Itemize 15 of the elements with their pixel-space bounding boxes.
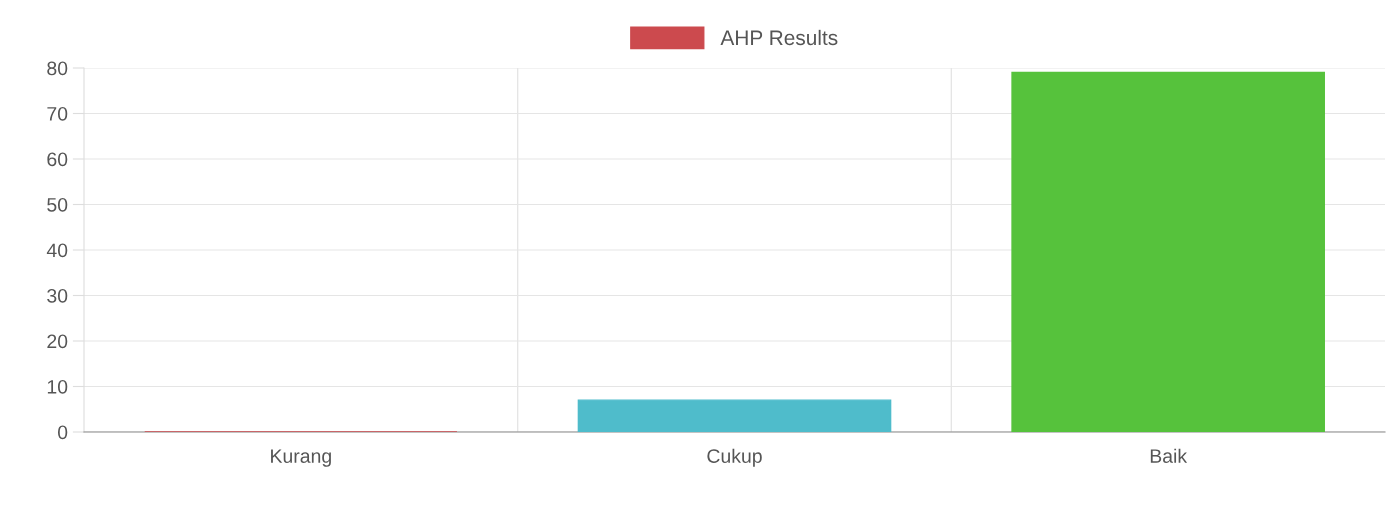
y-tick-label: 60 — [47, 152, 68, 167]
x-tick-label: Baik — [1150, 448, 1188, 463]
bar — [577, 399, 892, 432]
y-tick-label: 30 — [47, 288, 68, 303]
y-tick-label: 40 — [46, 243, 68, 258]
legend-label: AHP Results — [720, 29, 838, 46]
y-tick-label: 20 — [47, 334, 68, 349]
x-tick-label: Cukup — [707, 448, 762, 467]
y-tick-label: 80 — [47, 61, 68, 76]
y-tick-label: 0 — [57, 425, 68, 440]
bar — [1011, 71, 1325, 432]
y-tick-label: 10 — [47, 379, 68, 394]
y-tick-label: 50 — [47, 197, 68, 212]
y-tick-label: 70 — [47, 106, 68, 121]
x-tick-label: Kurang — [271, 449, 331, 467]
